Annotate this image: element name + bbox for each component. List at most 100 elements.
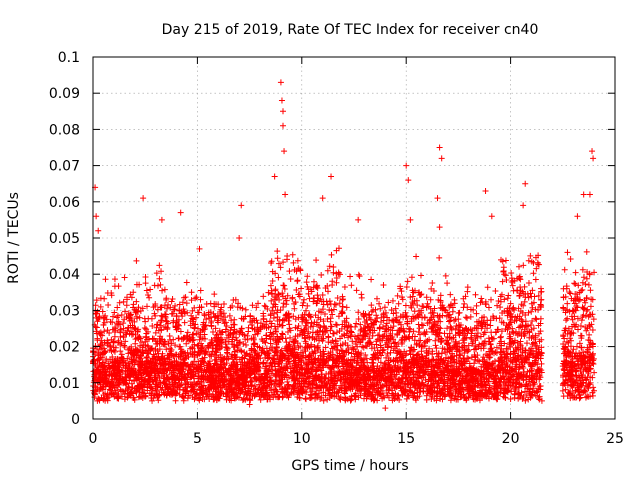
data-point	[208, 323, 215, 330]
data-point	[353, 351, 360, 358]
data-point	[248, 369, 255, 376]
data-point	[417, 272, 424, 279]
data-point	[181, 334, 188, 341]
data-point	[142, 365, 149, 372]
data-point	[294, 325, 301, 332]
data-point	[317, 349, 324, 356]
data-point	[226, 312, 233, 319]
data-point	[320, 362, 327, 369]
data-point	[193, 294, 200, 301]
data-point	[148, 345, 155, 352]
data-point	[258, 387, 265, 394]
data-point	[392, 375, 399, 382]
data-point	[341, 331, 348, 338]
data-point	[268, 259, 275, 266]
data-point	[380, 393, 387, 400]
data-point	[262, 303, 269, 310]
data-point	[114, 365, 121, 372]
data-point	[327, 383, 334, 390]
data-point	[337, 271, 344, 278]
data-point	[319, 306, 326, 313]
data-point	[252, 331, 259, 338]
data-point	[101, 348, 108, 355]
data-point	[275, 274, 282, 281]
data-point	[402, 302, 409, 309]
data-point	[274, 349, 281, 356]
data-point	[282, 335, 289, 342]
data-point	[225, 366, 232, 373]
data-point	[207, 381, 214, 388]
data-point	[374, 347, 381, 354]
data-point	[239, 305, 246, 312]
data-point	[392, 305, 399, 312]
data-point	[290, 375, 297, 382]
data-point	[213, 349, 220, 356]
data-point	[129, 322, 136, 329]
data-point	[494, 302, 501, 309]
data-point	[163, 305, 170, 312]
data-point	[331, 393, 338, 400]
data-point	[97, 341, 104, 348]
data-point	[369, 359, 376, 366]
data-point	[164, 367, 171, 374]
data-point	[272, 328, 279, 335]
data-point	[292, 354, 299, 361]
data-point	[390, 323, 397, 330]
data-point	[138, 361, 145, 368]
data-point	[352, 390, 359, 397]
data-point	[262, 321, 269, 328]
data-point	[274, 248, 281, 255]
data-point	[329, 278, 336, 285]
data-point	[120, 298, 127, 305]
data-point	[307, 385, 314, 392]
data-point	[218, 304, 225, 311]
data-point	[203, 301, 210, 308]
data-point	[419, 303, 426, 310]
data-point	[290, 383, 297, 390]
data-point	[429, 351, 436, 358]
data-point	[155, 397, 162, 404]
data-point	[319, 328, 326, 335]
data-point	[136, 334, 143, 341]
data-point	[125, 315, 132, 322]
data-point	[181, 319, 188, 326]
data-point	[194, 364, 201, 371]
data-point	[381, 304, 388, 311]
data-point	[283, 352, 290, 359]
data-point	[144, 379, 151, 386]
data-point	[135, 308, 142, 315]
data-point	[172, 323, 179, 330]
data-point	[345, 349, 352, 356]
data-point	[274, 338, 281, 345]
data-point	[132, 346, 139, 353]
data-point	[128, 368, 135, 375]
data-point	[142, 273, 149, 280]
data-point	[183, 340, 190, 347]
data-point	[383, 354, 390, 361]
data-point	[126, 371, 133, 378]
data-point	[181, 360, 188, 367]
data-point	[99, 351, 106, 358]
data-point	[197, 394, 204, 401]
data-point	[152, 312, 159, 319]
data-point	[341, 284, 348, 291]
data-point	[194, 325, 201, 332]
data-point	[133, 257, 140, 264]
data-point	[92, 383, 99, 390]
data-point	[136, 314, 143, 321]
data-point	[167, 336, 174, 343]
data-point	[198, 347, 205, 354]
data-point	[269, 307, 276, 314]
data-point	[237, 339, 244, 346]
data-point	[139, 383, 146, 390]
data-point	[152, 374, 159, 381]
data-point	[339, 341, 346, 348]
data-point	[257, 355, 264, 362]
data-point	[328, 251, 335, 258]
data-point	[306, 344, 313, 351]
data-point	[133, 298, 140, 305]
data-point	[205, 345, 212, 352]
data-point	[367, 316, 374, 323]
data-point	[102, 380, 109, 387]
data-point	[111, 309, 118, 316]
